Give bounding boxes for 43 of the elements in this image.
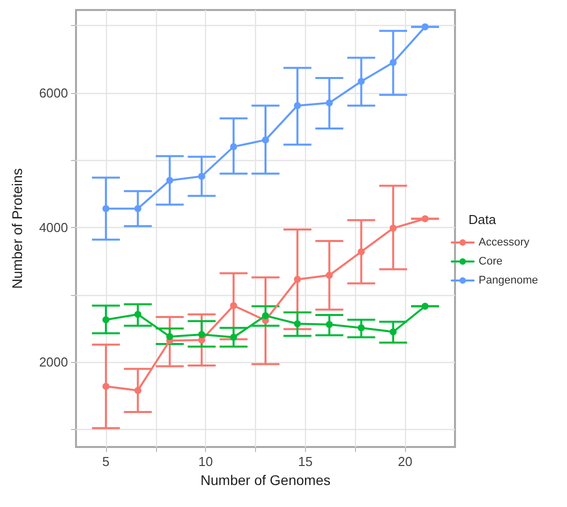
point <box>262 312 269 320</box>
y-tick-label: 6000 <box>39 85 68 100</box>
legend-label: Pangenome <box>478 274 538 286</box>
point <box>294 320 301 328</box>
point <box>390 328 397 336</box>
x-tick-label: 5 <box>102 454 110 469</box>
legend-title: Data <box>468 212 497 227</box>
point <box>198 172 206 180</box>
x-axis-title: Number of Genomes <box>200 472 330 488</box>
point <box>358 324 365 332</box>
point <box>358 78 365 85</box>
point <box>134 310 142 318</box>
legend-label: Accessory <box>478 236 530 248</box>
point <box>134 386 142 394</box>
point <box>230 302 238 310</box>
point <box>102 205 110 212</box>
point <box>358 248 365 256</box>
x-tick-label: 10 <box>198 454 213 469</box>
y-tick-label: 2000 <box>39 354 68 370</box>
point <box>294 276 301 283</box>
point <box>102 382 110 390</box>
point <box>326 272 333 279</box>
point <box>134 205 142 212</box>
legend-label: Core <box>478 256 503 268</box>
point <box>326 99 333 106</box>
point <box>390 59 397 66</box>
x-tick-label: 20 <box>398 454 412 469</box>
x-tick-label: 15 <box>298 454 313 469</box>
point <box>166 333 174 340</box>
point <box>262 136 269 144</box>
point <box>198 331 206 338</box>
point <box>230 334 238 341</box>
point <box>422 23 429 30</box>
y-axis-title: Number of Proteins <box>9 168 25 289</box>
point <box>102 316 110 324</box>
point <box>294 102 301 110</box>
point <box>422 302 429 310</box>
point <box>166 176 174 184</box>
point <box>422 215 429 222</box>
point <box>390 224 397 232</box>
y-tick-label: 4000 <box>39 220 68 235</box>
point <box>230 143 238 150</box>
point <box>326 320 333 328</box>
